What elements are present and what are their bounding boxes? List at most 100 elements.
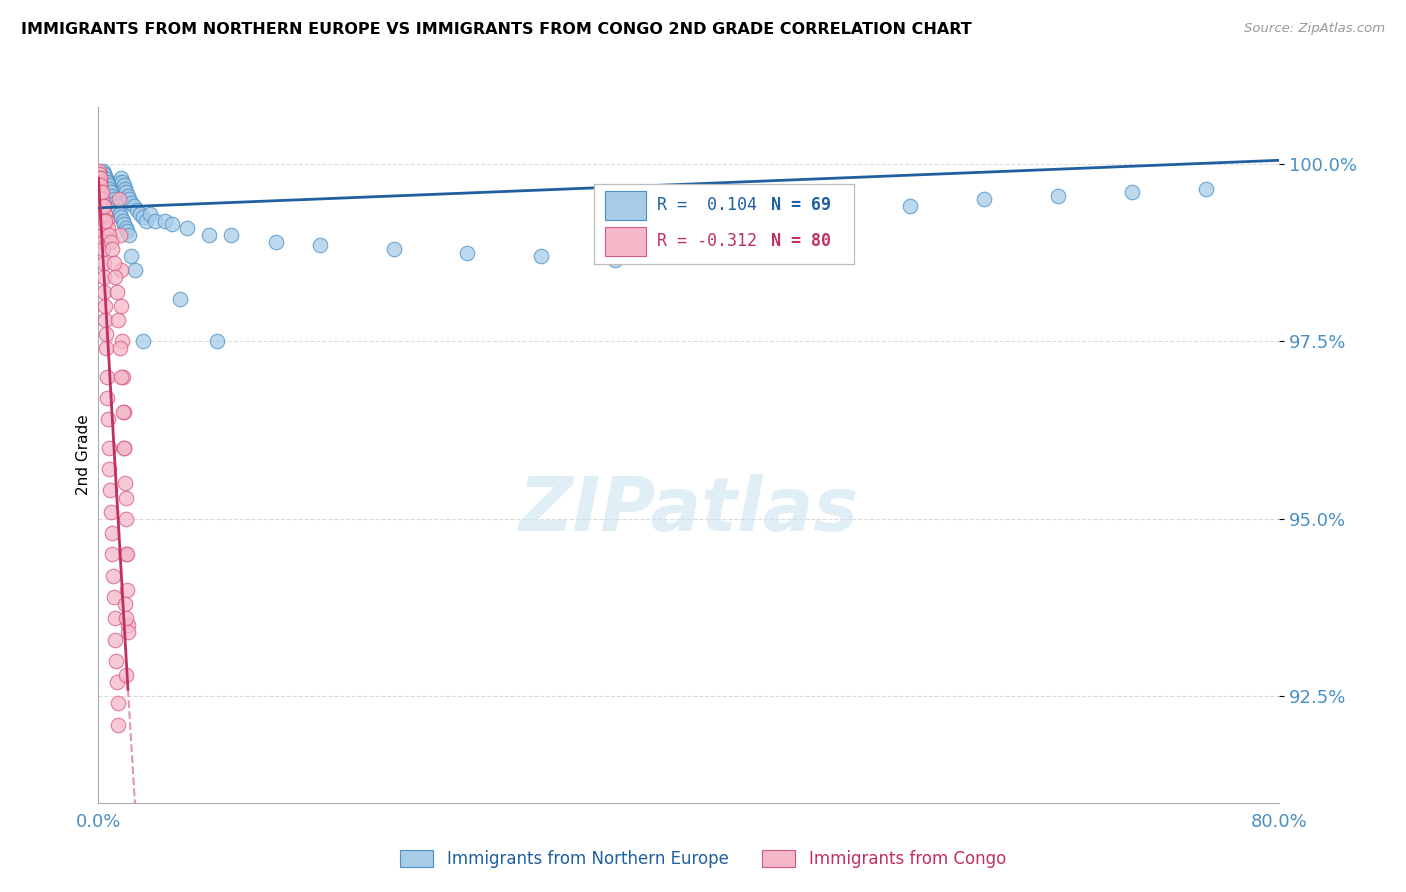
Point — [100, 186, 122, 200]
Point — [122, 199, 145, 213]
Point — [162, 217, 183, 231]
Point — [115, 547, 138, 561]
Point — [94, 313, 117, 327]
Point — [101, 188, 124, 202]
Text: R = -0.312: R = -0.312 — [657, 232, 756, 250]
FancyBboxPatch shape — [605, 191, 647, 219]
Point — [117, 188, 139, 202]
Point — [103, 568, 125, 582]
Point — [110, 299, 132, 313]
Point — [139, 206, 162, 220]
Point — [91, 192, 114, 206]
Text: IMMIGRANTS FROM NORTHERN EUROPE VS IMMIGRANTS FROM CONGO 2ND GRADE CORRELATION C: IMMIGRANTS FROM NORTHERN EUROPE VS IMMIG… — [21, 22, 972, 37]
Point — [112, 217, 135, 231]
Point — [110, 263, 132, 277]
Text: R =  0.104: R = 0.104 — [657, 196, 756, 214]
Point — [205, 334, 228, 349]
Point — [219, 227, 243, 242]
Point — [89, 171, 111, 186]
Point — [169, 292, 191, 306]
Point — [114, 220, 136, 235]
Point — [91, 186, 114, 200]
Point — [120, 195, 142, 210]
Point — [101, 547, 124, 561]
Point — [114, 597, 136, 611]
Point — [100, 186, 122, 200]
Point — [93, 199, 115, 213]
Point — [105, 199, 128, 213]
Point — [198, 227, 221, 242]
Point — [118, 227, 141, 242]
Point — [110, 210, 132, 224]
Point — [107, 697, 129, 711]
Point — [112, 441, 135, 455]
Point — [96, 213, 118, 227]
Point — [90, 186, 112, 200]
Point — [825, 206, 848, 220]
Point — [91, 220, 114, 235]
Point — [153, 213, 176, 227]
Point — [96, 175, 118, 189]
Point — [111, 405, 134, 419]
Y-axis label: 2nd Grade: 2nd Grade — [76, 415, 91, 495]
Point — [89, 168, 111, 182]
Point — [103, 192, 125, 206]
Point — [1121, 186, 1143, 200]
Point — [104, 195, 127, 210]
Point — [117, 625, 139, 640]
Point — [94, 171, 117, 186]
Point — [114, 476, 136, 491]
FancyBboxPatch shape — [605, 227, 647, 256]
Point — [98, 462, 121, 476]
Point — [93, 168, 115, 182]
Point — [111, 334, 134, 349]
Point — [110, 369, 132, 384]
Point — [1046, 188, 1069, 202]
Point — [104, 270, 127, 285]
Point — [118, 192, 141, 206]
Point — [105, 654, 128, 668]
Point — [107, 717, 129, 731]
Point — [94, 327, 117, 342]
Point — [96, 175, 118, 189]
Point — [103, 256, 125, 270]
Point — [112, 405, 135, 419]
Point — [309, 238, 332, 252]
Point — [108, 342, 131, 356]
Point — [96, 369, 118, 384]
Point — [100, 526, 122, 541]
Point — [103, 590, 125, 604]
Point — [91, 164, 114, 178]
Point — [112, 441, 135, 455]
Point — [101, 242, 124, 256]
Point — [107, 178, 129, 193]
Point — [93, 285, 115, 299]
Point — [98, 182, 121, 196]
Point — [114, 182, 136, 196]
Text: N = 69: N = 69 — [770, 196, 831, 214]
Point — [97, 412, 120, 426]
Point — [973, 192, 995, 206]
Point — [143, 213, 166, 227]
Point — [105, 182, 128, 196]
Point — [900, 199, 922, 213]
Point — [107, 313, 129, 327]
Point — [94, 342, 117, 356]
Point — [112, 178, 135, 193]
Point — [132, 210, 155, 224]
Point — [107, 202, 129, 217]
Point — [91, 213, 114, 227]
Point — [98, 483, 121, 498]
Point — [104, 632, 127, 647]
Point — [90, 199, 112, 213]
Point — [176, 220, 198, 235]
Point — [94, 206, 117, 220]
Point — [90, 206, 112, 220]
Point — [111, 213, 134, 227]
Point — [98, 227, 121, 242]
Point — [108, 192, 131, 206]
Point — [124, 263, 146, 277]
Point — [93, 270, 115, 285]
Point — [105, 675, 128, 690]
Point — [90, 186, 112, 200]
